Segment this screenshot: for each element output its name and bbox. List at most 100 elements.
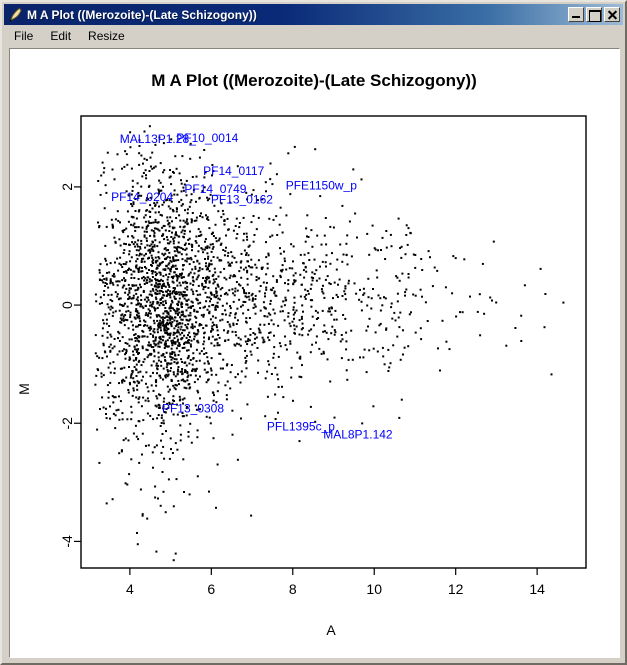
scatter-point: [334, 309, 337, 312]
scatter-point: [232, 292, 235, 295]
scatter-point: [176, 248, 178, 251]
scatter-point: [197, 391, 200, 394]
scatter-point: [384, 258, 387, 260]
scatter-point: [358, 298, 361, 301]
scatter-point: [169, 437, 172, 440]
scatter-point: [326, 275, 329, 278]
scatter-point: [154, 203, 157, 206]
scatter-point: [155, 362, 158, 365]
scatter-point: [213, 295, 216, 298]
maximize-button[interactable]: [586, 7, 602, 22]
scatter-point: [175, 234, 178, 237]
scatter-point: [396, 292, 399, 295]
scatter-point: [158, 292, 161, 295]
scatter-point: [162, 224, 165, 227]
scatter-point: [186, 319, 189, 322]
scatter-point: [143, 283, 146, 285]
scatter-point: [144, 169, 147, 172]
scatter-point: [206, 266, 209, 269]
scatter-point: [206, 247, 209, 250]
scatter-point: [113, 273, 115, 276]
scatter-point: [176, 370, 179, 373]
scatter-point: [295, 325, 298, 328]
scatter-point: [179, 439, 182, 442]
minimize-button[interactable]: [568, 7, 584, 22]
scatter-point: [232, 324, 235, 327]
scatter-point: [134, 333, 137, 336]
scatter-point: [158, 136, 161, 139]
scatter-point: [178, 383, 180, 386]
scatter-point: [181, 398, 184, 401]
scatter-point: [234, 290, 237, 293]
scatter-point: [299, 253, 302, 256]
scatter-point: [246, 198, 249, 201]
scatter-point: [182, 402, 184, 405]
scatter-point: [204, 305, 206, 308]
scatter-point: [136, 316, 139, 319]
scatter-point: [162, 268, 165, 271]
scatter-point: [245, 296, 248, 299]
scatter-point: [192, 283, 195, 286]
scatter-point: [136, 182, 139, 185]
scatter-point: [191, 245, 194, 248]
scatter-point: [208, 246, 211, 249]
scatter-point: [177, 259, 180, 262]
scatter-point: [398, 416, 401, 419]
scatter-point: [212, 315, 214, 318]
title-bar[interactable]: M A Plot ((Merozoite)-(Late Schizogony)): [4, 4, 623, 25]
scatter-point: [105, 225, 108, 228]
scatter-point: [166, 362, 169, 365]
scatter-point: [130, 411, 133, 414]
scatter-point: [314, 420, 317, 423]
scatter-point: [210, 357, 213, 360]
scatter-point: [176, 279, 179, 282]
scatter-point: [176, 245, 179, 248]
scatter-point: [107, 391, 110, 394]
scatter-point: [180, 358, 183, 361]
scatter-point: [127, 269, 130, 271]
scatter-point: [219, 271, 222, 274]
scatter-point: [361, 422, 364, 425]
scatter-point: [232, 229, 235, 232]
scatter-point: [136, 257, 139, 260]
scatter-point: [157, 356, 160, 359]
scatter-point: [138, 359, 141, 362]
scatter-point: [134, 317, 137, 320]
scatter-point: [186, 222, 189, 225]
scatter-point: [136, 543, 139, 546]
scatter-point: [157, 414, 160, 416]
scatter-point: [172, 171, 174, 173]
menu-item-resize[interactable]: Resize: [88, 29, 125, 43]
scatter-point: [191, 176, 194, 178]
scatter-point: [257, 259, 260, 262]
scatter-point: [116, 353, 119, 356]
scatter-point: [220, 202, 223, 205]
menu-item-file[interactable]: File: [14, 29, 34, 43]
scatter-point: [114, 396, 117, 399]
menu-item-edit[interactable]: Edit: [50, 29, 72, 43]
scatter-point: [288, 322, 291, 325]
window-buttons: [568, 7, 620, 22]
scatter-point: [150, 270, 153, 272]
scatter-point: [325, 254, 328, 257]
scatter-point: [242, 300, 245, 303]
scatter-point: [183, 244, 186, 246]
scatter-point: [144, 277, 147, 280]
scatter-point: [137, 397, 140, 400]
scatter-point: [94, 293, 97, 296]
scatter-point: [233, 256, 236, 259]
scatter-point: [122, 263, 125, 265]
scatter-point: [138, 152, 141, 155]
scatter-point: [171, 402, 174, 405]
scatter-point: [114, 291, 117, 294]
scatter-point: [214, 237, 217, 240]
scatter-point: [233, 294, 236, 297]
scatter-point: [300, 315, 303, 318]
scatter-point: [176, 309, 179, 311]
scatter-point: [128, 253, 131, 256]
scatter-point: [193, 335, 196, 338]
close-button[interactable]: [604, 7, 620, 22]
scatter-point: [170, 339, 173, 342]
scatter-point: [180, 253, 183, 256]
